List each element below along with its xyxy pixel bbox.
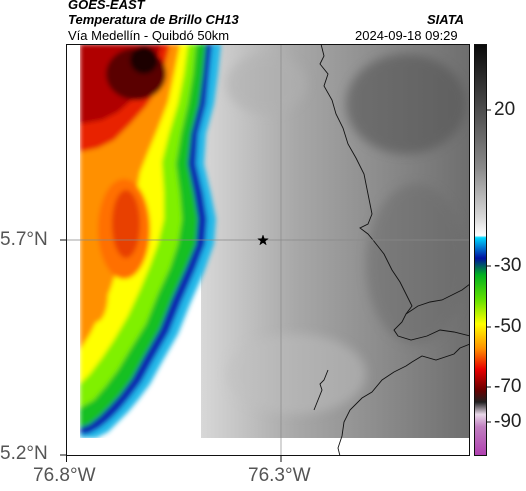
lat-tick-marks: [60, 239, 66, 456]
org-label: SIATA: [427, 12, 465, 27]
lat-tick-label: 5.2°N: [0, 443, 48, 464]
lon-tick-label: 76.8°W: [33, 465, 96, 486]
satellite-map: [66, 44, 470, 456]
colorbar-tick-label: -30: [494, 255, 522, 276]
colorbar-tick-label: -50: [494, 316, 522, 337]
star-icon: [257, 234, 269, 246]
colorbar-tick-marks: [486, 109, 491, 423]
datetime-label: 2024-09-18 09:29: [355, 28, 458, 43]
colorbar-tick-label: -90: [494, 411, 522, 432]
colorbar: [474, 44, 487, 456]
region-label: Vía Medellín - Quibdó 50km: [68, 28, 230, 43]
product-title: Temperatura de Brillo CH13: [68, 12, 239, 27]
lon-tick-label: 76.3°W: [248, 465, 311, 486]
colorbar-tick-label: -70: [494, 376, 522, 397]
lat-tick-label: 5.7°N: [0, 229, 48, 250]
brightness-temperature-field: [66, 44, 470, 456]
lon-tick-marks: [66, 456, 282, 462]
satellite-label: GOES-EAST: [68, 0, 145, 12]
colorbar-tick-label: 20: [494, 99, 516, 120]
border-line: [319, 44, 470, 341]
